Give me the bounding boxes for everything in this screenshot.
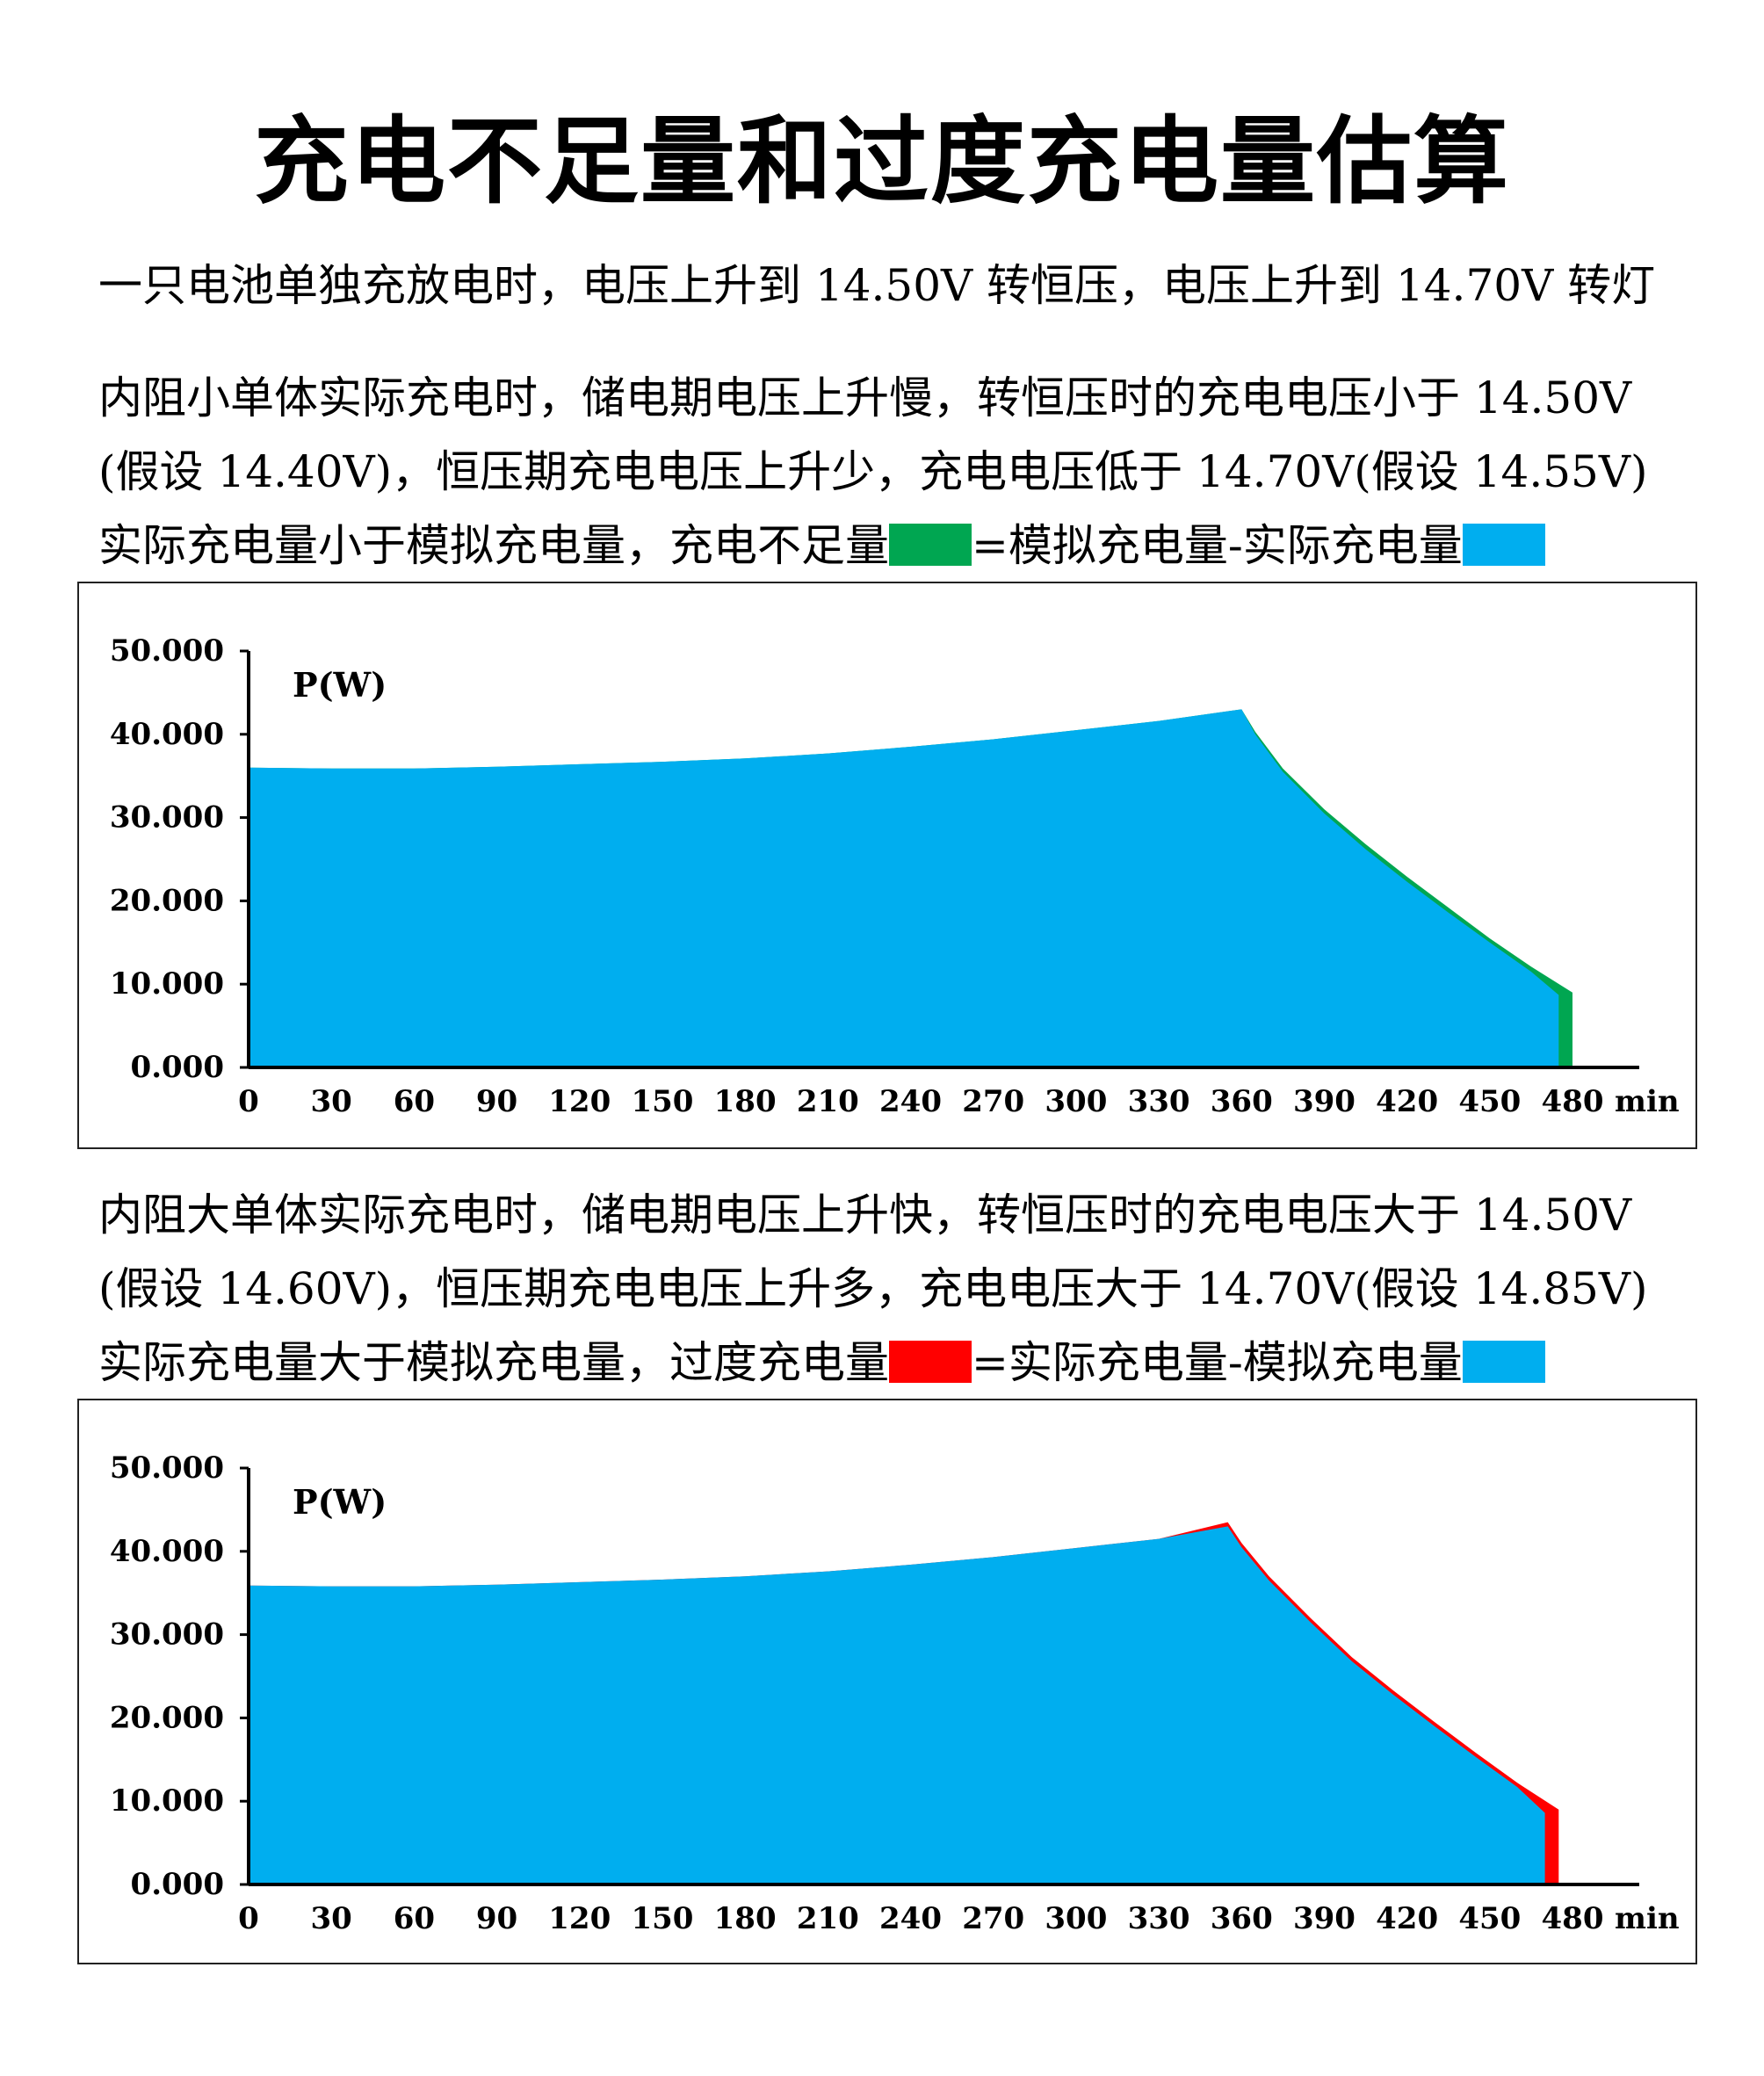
y-tick-label: 50.000 bbox=[110, 1450, 224, 1486]
x-tick-label: 360 bbox=[1211, 1084, 1273, 1119]
y-tick-label: 30.000 bbox=[110, 800, 224, 835]
x-tick-label: 390 bbox=[1293, 1084, 1356, 1119]
x-tick-label: 330 bbox=[1128, 1084, 1190, 1119]
x-tick-label: 180 bbox=[714, 1084, 777, 1119]
y-tick-label: 20.000 bbox=[110, 1700, 224, 1735]
x-tick-label: 150 bbox=[631, 1084, 693, 1119]
charge-area-swatch bbox=[1462, 1341, 1545, 1383]
power-area-2-0 bbox=[249, 1526, 1545, 1884]
section2-line-2: (假设 14.60V)，恒压期充电电压上升多，充电电压大于 14.70V(假设 … bbox=[98, 1263, 1648, 1314]
power-curve-chart-2: 0.000 10.000 20.000 30.000 40.000 50.000 0 30 60… bbox=[110, 1450, 1680, 1936]
section1-legend-text-b: =模拟充电量-实际充电量 bbox=[972, 520, 1463, 571]
section2-line-1: 内阻大单体实际充电时，储电期电压上升快，转恒压时的充电电压大于 14.50V bbox=[98, 1190, 1632, 1241]
power-area-1-0 bbox=[249, 709, 1559, 1067]
intro-text: 一只电池单独充放电时，电压上升到 14.50V 转恒压，电压上升到 14.70V… bbox=[98, 260, 1656, 311]
section2-legend-text-a: 实际充电量大于模拟充电量，过度充电量 bbox=[98, 1337, 889, 1388]
x-tick-label: 60 bbox=[394, 1901, 435, 1936]
x-tick-label: 330 bbox=[1128, 1901, 1190, 1936]
x-tick-label: 30 bbox=[311, 1901, 352, 1936]
chart-panel-1: 0.000 10.000 20.000 30.000 40.000 50.000 0 30 60… bbox=[77, 582, 1697, 1149]
x-tick-label: 390 bbox=[1293, 1901, 1356, 1936]
y-tick-label: 10.000 bbox=[110, 966, 224, 1002]
x-tick-label: 300 bbox=[1045, 1084, 1107, 1119]
overcharge-swatch bbox=[889, 1341, 972, 1383]
x-tick-label: 450 bbox=[1458, 1901, 1521, 1936]
x-tick-label: 150 bbox=[631, 1901, 693, 1936]
y-tick-label: 30.000 bbox=[110, 1617, 224, 1653]
section2-legend-text-b: =实际充电量-模拟充电量 bbox=[972, 1337, 1463, 1388]
y-tick-label: 40.000 bbox=[110, 717, 224, 752]
x-tick-label: 480 bbox=[1542, 1901, 1604, 1936]
x-tick-label: 0 bbox=[238, 1901, 259, 1936]
y-tick-label: 50.000 bbox=[110, 633, 224, 669]
x-tick-label: 240 bbox=[879, 1084, 942, 1119]
y-axis-label: P(W) bbox=[293, 1482, 387, 1522]
x-tick-label: 30 bbox=[311, 1084, 352, 1119]
y-axis-label: P(W) bbox=[293, 665, 387, 705]
x-unit-label: min bbox=[1615, 1084, 1680, 1119]
x-tick-label: 420 bbox=[1376, 1084, 1438, 1119]
x-tick-label: 90 bbox=[476, 1901, 517, 1936]
x-tick-label: 480 bbox=[1542, 1084, 1604, 1119]
x-tick-label: 450 bbox=[1458, 1084, 1521, 1119]
section1-legend: 实际充电量小于模拟充电量，充电不足量 =模拟充电量-实际充电量 bbox=[98, 524, 1545, 568]
x-tick-label: 0 bbox=[238, 1084, 259, 1119]
y-tick-label: 10.000 bbox=[110, 1783, 224, 1819]
x-tick-label: 270 bbox=[962, 1084, 1024, 1119]
y-tick-label: 20.000 bbox=[110, 883, 224, 918]
x-unit-label: min bbox=[1615, 1901, 1680, 1936]
x-tick-label: 90 bbox=[476, 1084, 517, 1119]
x-tick-label: 420 bbox=[1376, 1901, 1438, 1936]
power-curve-chart-1: 0.000 10.000 20.000 30.000 40.000 50.000 0 30 60… bbox=[110, 633, 1680, 1119]
page-title: 充电不足量和过度充电量估算 bbox=[253, 106, 1510, 217]
y-tick-label: 0.000 bbox=[131, 1867, 224, 1902]
x-tick-label: 60 bbox=[394, 1084, 435, 1119]
y-tick-label: 40.000 bbox=[110, 1534, 224, 1569]
section2-legend: 实际充电量大于模拟充电量，过度充电量 =实际充电量-模拟充电量 bbox=[98, 1341, 1545, 1385]
charge-area-swatch bbox=[1462, 524, 1545, 566]
section1-legend-text-a: 实际充电量小于模拟充电量，充电不足量 bbox=[98, 520, 889, 571]
chart-panel-2: 0.000 10.000 20.000 30.000 40.000 50.000 0 30 60… bbox=[77, 1399, 1697, 1964]
shortfall-swatch bbox=[889, 524, 972, 566]
x-tick-label: 240 bbox=[879, 1901, 942, 1936]
section1-line-2: (假设 14.40V)，恒压期充电电压上升少，充电电压低于 14.70V(假设 … bbox=[98, 446, 1648, 497]
y-tick-label: 0.000 bbox=[131, 1050, 224, 1085]
x-tick-label: 210 bbox=[797, 1084, 859, 1119]
section1-line-1: 内阻小单体实际充电时，储电期电压上升慢，转恒压时的充电电压小于 14.50V bbox=[98, 373, 1632, 423]
x-tick-label: 300 bbox=[1045, 1901, 1107, 1936]
x-tick-label: 120 bbox=[548, 1901, 611, 1936]
x-tick-label: 270 bbox=[962, 1901, 1024, 1936]
x-tick-label: 210 bbox=[797, 1901, 859, 1936]
x-tick-label: 120 bbox=[548, 1084, 611, 1119]
x-tick-label: 180 bbox=[714, 1901, 777, 1936]
x-tick-label: 360 bbox=[1211, 1901, 1273, 1936]
